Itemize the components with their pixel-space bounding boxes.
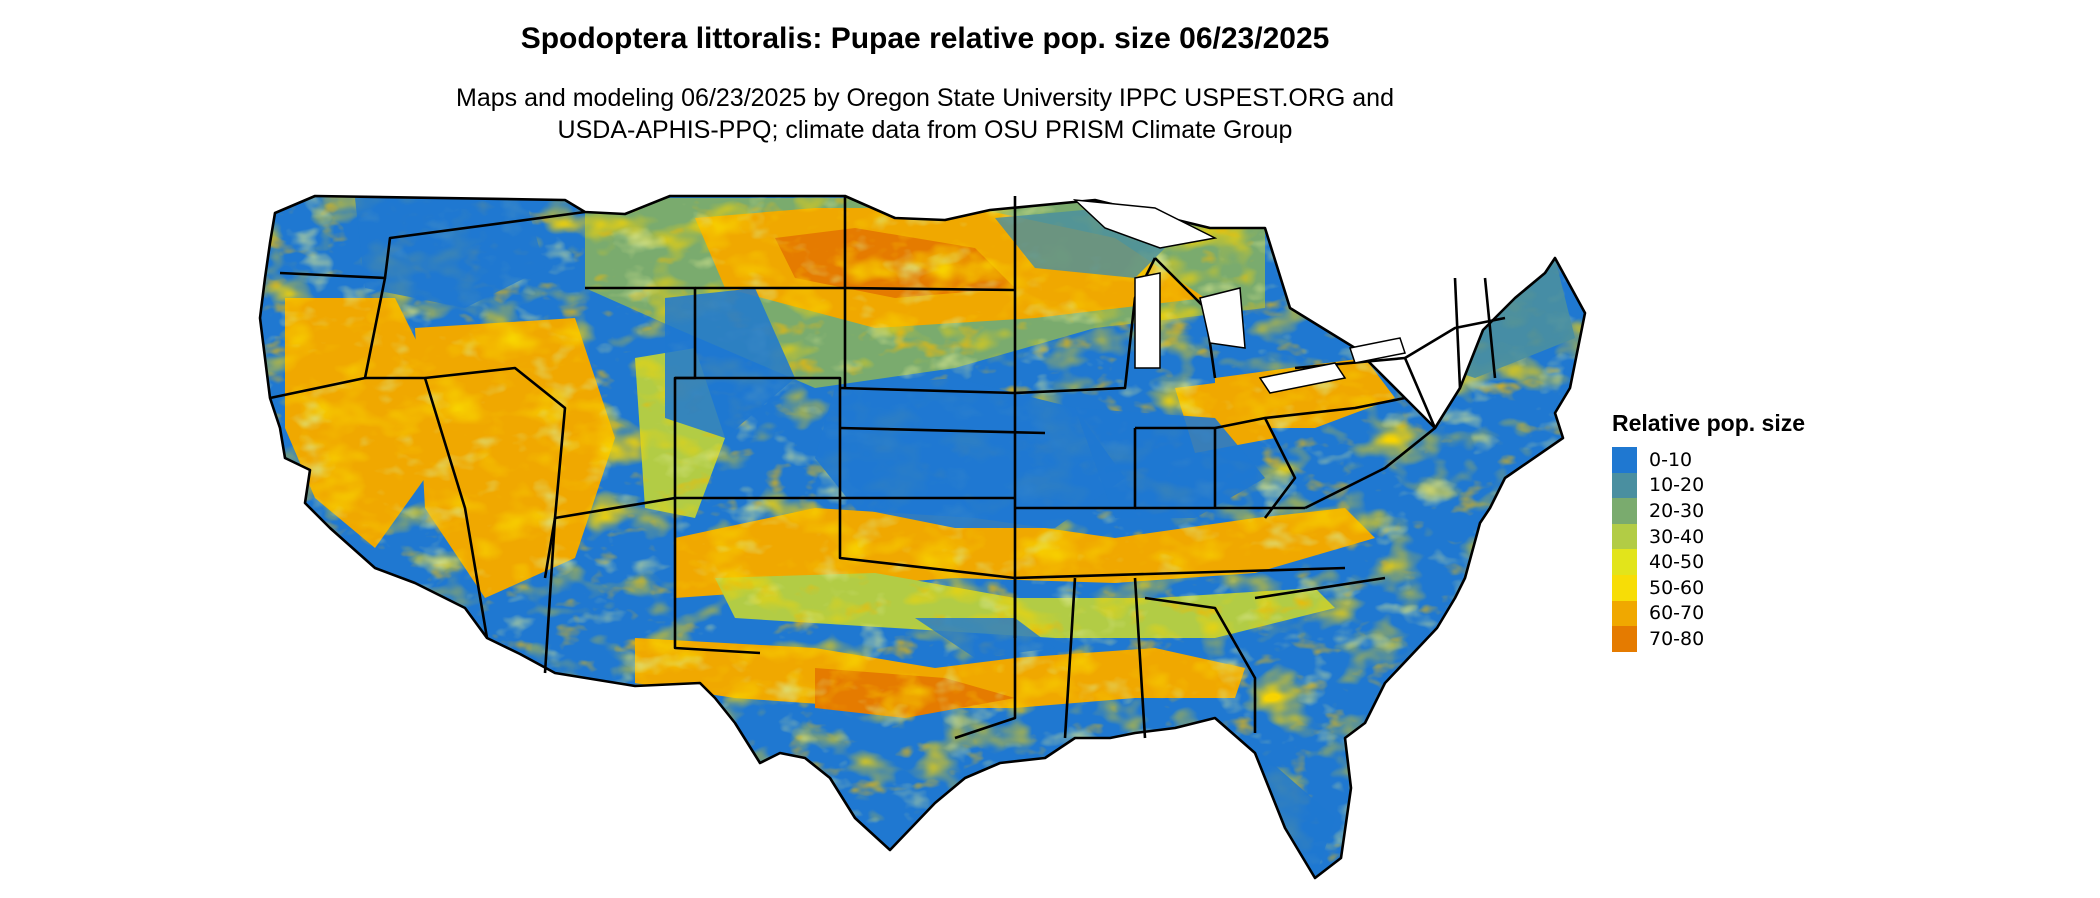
- legend-item: 30-40: [1612, 523, 1872, 550]
- central-plains-low: [815, 378, 1125, 528]
- legend-label: 10-20: [1649, 474, 1705, 497]
- lake-superior: [1072, 199, 1218, 249]
- ohio-valley-low: [1075, 408, 1265, 518]
- border-ut-west: [424, 366, 567, 579]
- pop-size-raster: [260, 196, 1585, 878]
- border-wa-or: [279, 210, 586, 280]
- border-ne-ks: [839, 426, 1046, 435]
- lake-michigan: [1134, 272, 1161, 369]
- border-sd-ne: [839, 386, 1016, 395]
- legend-swatch: [1612, 626, 1637, 652]
- border-vt-nh: [1453, 277, 1462, 389]
- border-al: [1133, 577, 1147, 739]
- border-va: [1304, 426, 1436, 510]
- rockies-low: [665, 288, 795, 438]
- border-pa: [1264, 396, 1406, 420]
- legend-swatch: [1612, 498, 1637, 524]
- great-lakes: [1072, 199, 1406, 394]
- border-ut-az: [554, 496, 676, 520]
- border-tn-south: [1014, 566, 1346, 580]
- border-nc-sc: [1254, 576, 1386, 600]
- map-subtitle-line-1: Maps and modeling 06/23/2025 by Oregon S…: [456, 84, 1394, 112]
- legend-item: 40-50: [1612, 549, 1872, 575]
- border-ga: [1144, 596, 1257, 733]
- legend-item: 50-60: [1612, 574, 1872, 601]
- legend-item: 0-10: [1612, 447, 1872, 473]
- border-nd-sd: [844, 286, 1016, 292]
- legend-item: 20-30: [1612, 498, 1872, 524]
- lake-ontario: [1349, 337, 1406, 364]
- border-nv: [365, 376, 489, 639]
- us-map: [255, 178, 1595, 898]
- legend-label: 40-50: [1649, 551, 1705, 574]
- lower-mississippi-low: [915, 618, 1055, 658]
- legend-label: 70-80: [1649, 627, 1705, 650]
- map-subtitle-line-2: USDA-APHIS-PPQ; climate data from OSU PR…: [557, 116, 1293, 144]
- border-la: [954, 638, 1017, 740]
- legend-swatch: [1612, 447, 1637, 473]
- legend-list: 0-10 10-20 20-30 30-40 40-50 50-60 60-70 70-80: [1612, 447, 1872, 652]
- legend-swatch: [1612, 523, 1637, 550]
- us-map-svg: [258, 194, 1587, 880]
- legend-label: 60-70: [1649, 602, 1705, 625]
- legend-label: 0-10: [1649, 448, 1693, 471]
- border-az: [543, 517, 557, 674]
- legend-item: 10-20: [1612, 472, 1872, 499]
- legend: Relative pop. size 0-10 10-20 20-30 30-40 40…: [1612, 410, 1872, 652]
- legend-swatch: [1612, 574, 1637, 601]
- legend-item: 70-80: [1612, 626, 1872, 652]
- border-nh-me: [1483, 277, 1497, 379]
- border-oh: [1214, 416, 1297, 519]
- border-nm-tx: [673, 498, 761, 655]
- map-title: Spodoptera littoralis: Pupae relative po…: [520, 22, 1330, 55]
- lake-erie: [1258, 362, 1347, 394]
- legend-label: 30-40: [1649, 525, 1705, 548]
- lake-huron: [1199, 287, 1246, 349]
- legend-swatch: [1612, 472, 1637, 499]
- pacific-northwest-low: [355, 198, 545, 308]
- legend-item: 60-70: [1612, 600, 1872, 627]
- legend-label: 20-30: [1649, 499, 1705, 522]
- border-ms: [1063, 577, 1077, 739]
- legend-swatch: [1612, 549, 1637, 575]
- legend-label: 50-60: [1649, 576, 1705, 599]
- legend-swatch: [1612, 600, 1637, 627]
- border-co-ne: [675, 376, 842, 498]
- legend-title: Relative pop. size: [1612, 410, 1806, 436]
- state-borders: [258, 194, 1587, 880]
